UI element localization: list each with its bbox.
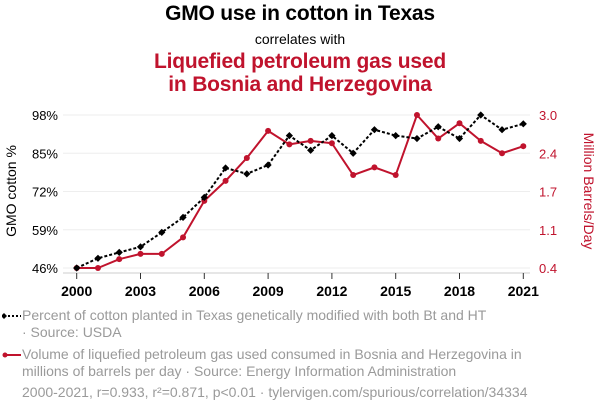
left-y-axis: 46% 59% 72% 85% 98% [32,108,58,276]
gridlines [63,114,530,269]
left-axis-label: GMO cotton % [3,145,19,237]
chart-plot: 2000 2003 2006 2009 2012 2015 2018 2021 46% 59% 7… [3,108,597,299]
right-tick-label: 0.4 [539,261,557,276]
data-point-gmo [136,243,145,251]
data-point-gmo [477,111,485,119]
data-point-gmo [519,120,527,128]
x-tick-label: 2015 [380,283,411,299]
x-tick-label: 2003 [125,283,156,299]
data-point-gmo [285,131,293,140]
series-gmo-line [76,113,524,269]
left-tick-label: 85% [32,146,58,161]
legend-lpg-line2: millions of barrels per day · Source: En… [22,363,457,379]
data-point-lpg [413,112,420,118]
data-point-lpg [94,265,101,271]
series-gmo [73,111,527,272]
data-point-gmo [434,123,442,131]
data-point-lpg [477,137,484,144]
data-point-gmo [370,126,379,134]
data-point-lpg [116,256,123,263]
data-point-gmo [179,213,187,221]
data-point-lpg [137,250,144,257]
data-point-gmo [349,149,357,157]
x-tick-label: 2021 [508,283,539,299]
data-point-gmo [94,254,102,262]
data-point-gmo [158,228,166,236]
right-tick-label: 2.4 [539,146,557,161]
legend-gmo-line1: Percent of cotton planted in Texas genet… [22,307,487,323]
chart-connector-text: correlates with [254,31,346,47]
data-point-lpg [222,177,229,184]
data-point-lpg [328,140,335,147]
legend-item-gmo: Percent of cotton planted in Texas genet… [2,307,582,341]
left-tick-label: 46% [32,261,58,276]
right-tick-label: 1.7 [539,185,557,200]
data-point-lpg [371,164,378,171]
data-point-gmo [200,193,208,201]
data-point-lpg [456,120,463,127]
data-point-lpg [180,234,187,241]
left-tick-label: 98% [32,108,58,123]
chart-subtitle: Liquefied petroleum gas used in Bosnia a… [0,50,600,96]
data-point-gmo [221,164,230,172]
data-point-gmo [413,134,421,143]
legend-item-lpg: Volume of liquefied petroleum gas used c… [2,346,582,380]
chart-title: GMO use in cotton in Texas [165,2,435,25]
legend-marker-gmo-icon [2,313,21,319]
series-lpg-line [76,114,524,269]
data-point-gmo [307,146,315,154]
data-point-lpg [307,137,314,144]
right-axis-label: Million Barrels/Day [581,133,597,250]
data-point-gmo [498,126,506,134]
x-tick-label: 2018 [444,283,475,299]
data-point-lpg [350,172,357,179]
legend-marker-lpg-icon [2,352,21,358]
footer-stats: 2000-2021, r=0.933, r²=0.871, p<0.01 · t… [22,384,528,400]
data-point-lpg [392,172,399,179]
data-point-gmo [264,161,272,169]
data-point-gmo [115,248,123,257]
x-axis: 2000 2003 2006 2009 2012 2015 2018 2021 [61,272,539,299]
right-tick-label: 3.0 [539,108,557,123]
data-point-lpg [520,143,527,150]
data-point-lpg [435,135,442,142]
legend-gmo-line2: · Source: USDA [22,324,122,340]
data-point-lpg [243,154,250,161]
right-tick-label: 1.1 [539,223,557,238]
chart-subtitle-line2: in Bosnia and Herzegovina [168,73,432,96]
data-point-lpg [286,141,293,148]
data-point-gmo [392,131,400,140]
legend-lpg-line1: Volume of liquefied petroleum gas used c… [22,346,522,362]
x-tick-label: 2009 [253,283,284,299]
data-point-lpg [265,127,272,134]
data-point-lpg [158,250,165,257]
data-point-gmo [73,264,81,272]
right-y-axis: 0.4 1.1 1.7 2.4 3.0 [539,108,557,276]
chart-subtitle-line1: Liquefied petroleum gas used [154,50,446,73]
x-tick-label: 2006 [189,283,220,299]
left-tick-label: 59% [32,223,58,238]
x-tick-label: 2012 [316,283,347,299]
data-point-lpg [499,150,506,157]
data-point-gmo [328,131,336,140]
data-point-gmo [243,170,251,178]
data-point-gmo [455,134,464,143]
x-tick-label: 2000 [61,283,92,299]
left-tick-label: 72% [32,185,58,200]
